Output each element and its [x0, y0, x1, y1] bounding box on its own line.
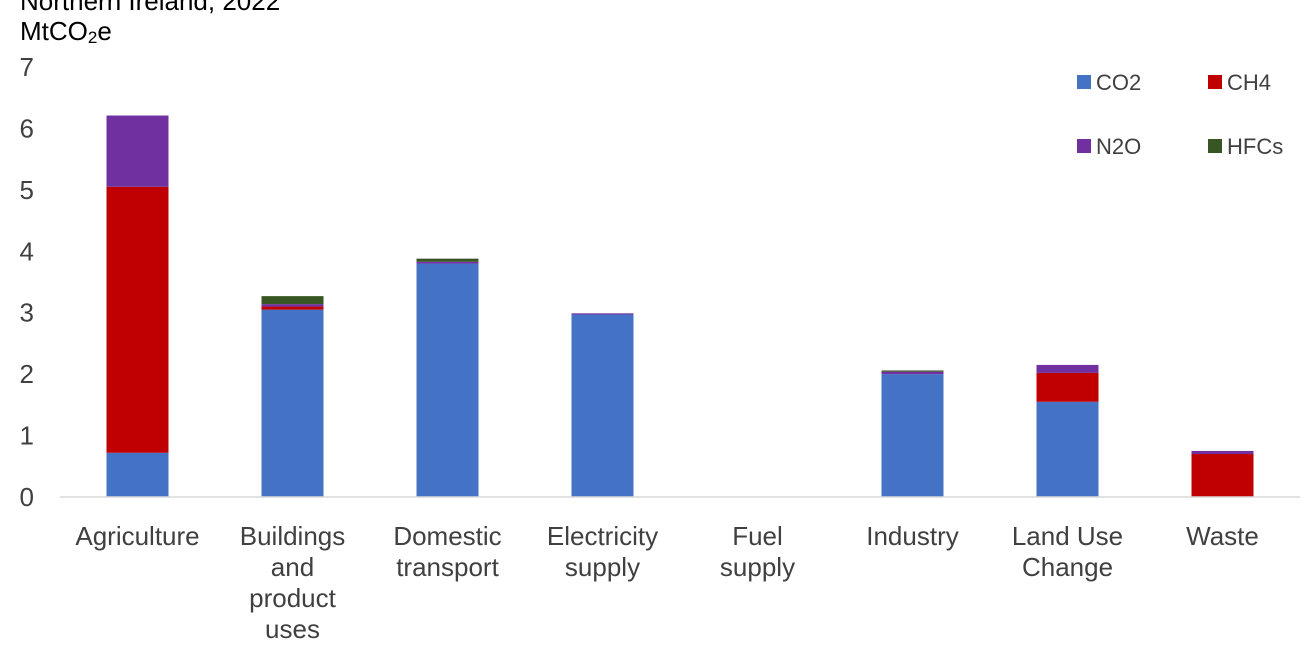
y-tick-label: 7	[20, 52, 34, 82]
y-axis-ticks: 0 1 2 3 4 5 6 7	[20, 52, 34, 512]
bar-n2o-industry	[881, 371, 944, 375]
y-tick-label: 0	[20, 482, 34, 512]
category-label: Electricity supply	[547, 521, 658, 582]
legend-swatch-hfcs	[1208, 139, 1222, 153]
legend: CO2 CH4 N2O HFCs	[1077, 70, 1283, 159]
bars-group	[106, 115, 1254, 497]
bar-co2-domestic-transport	[416, 263, 479, 497]
chart-title: Northern Ireland, 2022	[20, 0, 281, 16]
category-label-line: transport	[396, 552, 499, 582]
y-tick-label: 2	[20, 359, 34, 389]
bar-n2o-electricity-supply	[571, 313, 634, 315]
bar-co2-electricity-supply	[571, 314, 634, 497]
category-label-line: Electricity	[547, 521, 658, 551]
bar-co2-agriculture	[106, 452, 169, 497]
category-label: Agriculture	[75, 521, 199, 551]
category-label: Land Use Change	[1012, 521, 1123, 582]
category-label: Fuel supply	[720, 521, 795, 582]
unit-prefix: MtCO	[20, 16, 88, 46]
category-label: Industry	[866, 521, 959, 551]
bar-n2o-agriculture	[106, 115, 169, 187]
category-label-line: and	[271, 552, 314, 582]
category-label-line: product	[249, 583, 336, 613]
y-tick-label: 6	[20, 113, 34, 143]
bar-hfcs-industry	[881, 370, 944, 372]
legend-swatch-co2	[1077, 75, 1091, 89]
category-label-line: supply	[720, 552, 795, 582]
y-tick-label: 4	[20, 236, 34, 266]
bar-n2o-waste	[1191, 450, 1254, 454]
bar-n2o-domestic-transport	[416, 261, 479, 264]
category-label: Waste	[1186, 521, 1259, 551]
category-label-line: supply	[565, 552, 640, 582]
y-tick-label: 5	[20, 175, 34, 205]
bar-n2o-land-use-change	[1036, 364, 1099, 373]
category-label-line: Buildings	[240, 521, 346, 551]
category-label-line: Industry	[866, 521, 959, 551]
bar-co2-land-use-change	[1036, 401, 1099, 497]
category-label-line: Agriculture	[75, 521, 199, 551]
bar-ch4-agriculture	[106, 186, 169, 453]
bar-ch4-land-use-change	[1036, 372, 1099, 402]
category-label-line: Fuel	[732, 521, 783, 551]
legend-label-ch4: CH4	[1227, 70, 1271, 95]
legend-swatch-ch4	[1208, 75, 1222, 89]
category-label: Domestic transport	[393, 521, 501, 582]
legend-swatch-n2o	[1077, 139, 1091, 153]
bar-n2o-buildings-and-product-uses	[261, 304, 324, 307]
y-tick-label: 1	[20, 421, 34, 451]
x-axis-categories: Agriculture Buildings and product uses Domest…	[75, 521, 1259, 644]
bar-hfcs-domestic-transport	[416, 258, 479, 262]
category-label: Buildings and product uses	[240, 521, 346, 644]
bar-co2-buildings-and-product-uses	[261, 309, 324, 497]
bar-ch4-buildings-and-product-uses	[261, 306, 324, 310]
category-label-line: uses	[265, 614, 320, 644]
legend-label-n2o: N2O	[1096, 134, 1141, 159]
y-axis-unit-label: MtCO2e	[20, 16, 112, 53]
category-label-line: Land Use	[1012, 521, 1123, 551]
bar-ch4-waste	[1191, 454, 1254, 497]
category-label-line: Change	[1022, 552, 1113, 582]
y-tick-label: 3	[20, 298, 34, 328]
unit-subscript: 2	[87, 28, 98, 47]
legend-label-co2: CO2	[1096, 70, 1141, 95]
legend-label-hfcs: HFCs	[1227, 134, 1283, 159]
unit-suffix: e	[97, 16, 112, 46]
category-label-line: Waste	[1186, 521, 1259, 551]
category-label-line: Domestic	[393, 521, 501, 551]
bar-hfcs-buildings-and-product-uses	[261, 296, 324, 305]
bar-co2-industry	[881, 374, 944, 497]
